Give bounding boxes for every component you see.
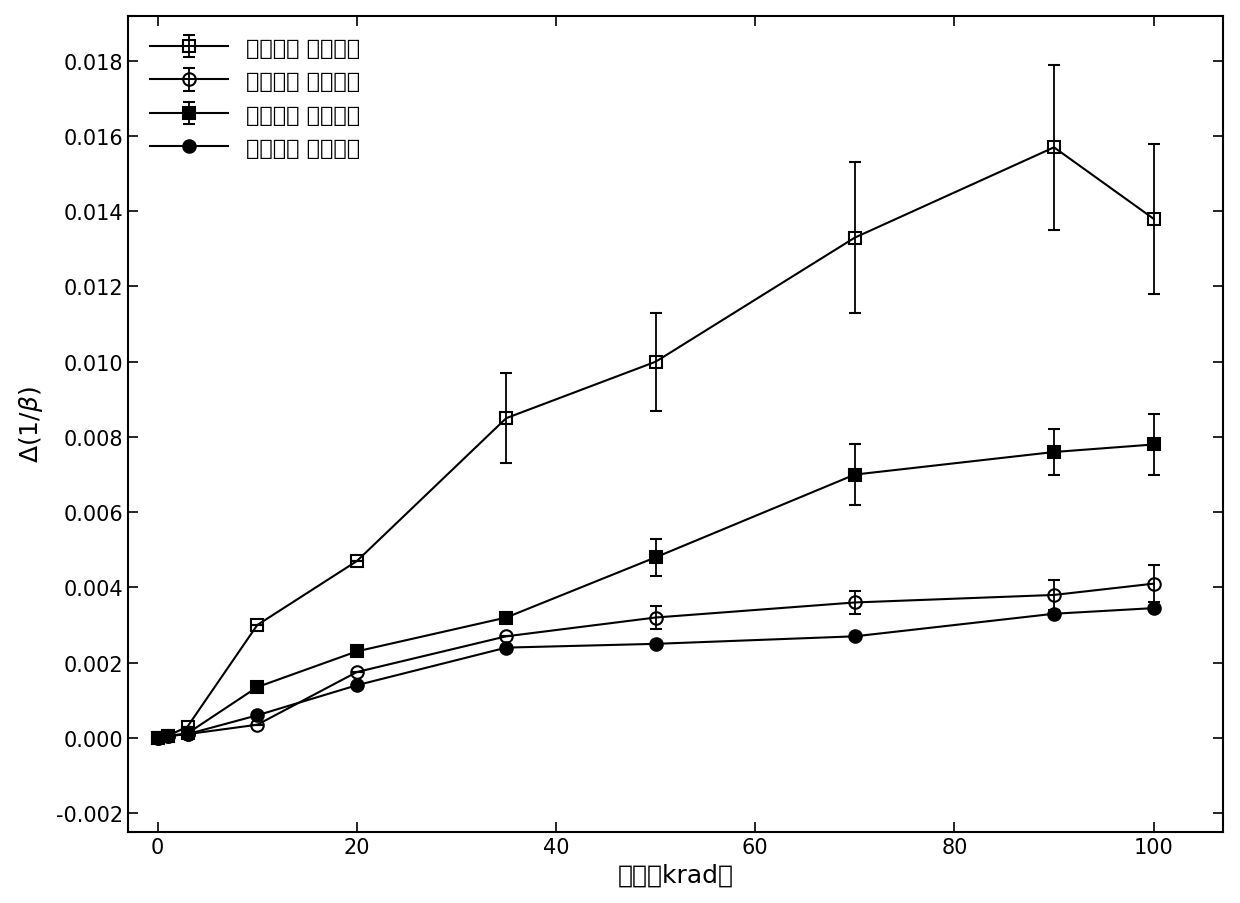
- Legend: 原始样品 低剂量率, 加温处理 低剂量率, 原始样品 高剂量率, 加温处理 高剂量率: 原始样品 低剂量率, 加温处理 低剂量率, 原始样品 高剂量率, 加温处理 高剂…: [139, 28, 371, 170]
- Y-axis label: $\it{\Delta}$$(1/\beta)$: $\it{\Delta}$$(1/\beta)$: [16, 386, 45, 462]
- X-axis label: 剂量（krad）: 剂量（krad）: [618, 862, 734, 887]
